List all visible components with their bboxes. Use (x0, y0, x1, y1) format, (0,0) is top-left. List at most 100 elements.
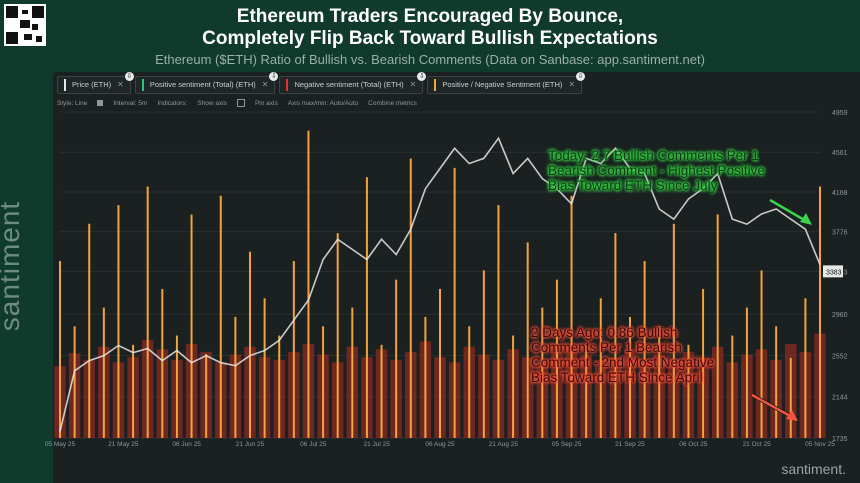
pin-axis-toggle[interactable]: Pin axis (254, 99, 278, 107)
ratio-bar (614, 233, 617, 438)
ratio-bar (789, 357, 792, 438)
current-price-badge (823, 265, 843, 278)
x-tick-label: 21 Aug 25 (489, 441, 519, 448)
legend-positive[interactable]: Positive sentiment (Total) (ETH) ✕ ⇩ (134, 72, 279, 94)
remove-icon[interactable]: ✕ (261, 80, 269, 89)
ratio-bar (249, 251, 251, 438)
chart-subtitle: Ethereum ($ETH) Ratio of Bullish vs. Bea… (155, 52, 705, 67)
ratio-bar (804, 298, 807, 438)
ratio-bar (234, 316, 237, 438)
download-icon[interactable]: ⇩ (124, 72, 134, 81)
ratio-bar (497, 205, 500, 438)
qr-code[interactable] (4, 4, 46, 46)
ratio-bar (512, 335, 515, 438)
remove-icon[interactable]: ✕ (117, 80, 124, 89)
x-tick-label: 21 Sep 25 (615, 441, 645, 448)
color-swatch-icon[interactable] (97, 100, 104, 106)
legend-negative[interactable]: Negative sentiment (Total) (ETH) ✕ ⇩ (279, 72, 427, 94)
ratio-bar (205, 354, 208, 438)
annotation-bullish-line: Today: 2.7 Bullish Comments Per 1 (548, 148, 759, 163)
download-icon[interactable]: ⇩ (417, 72, 427, 81)
annotation-bearish-line: Comments Per 1 Bearish (531, 340, 682, 355)
x-tick-label: 21 Jun 25 (236, 441, 265, 448)
x-tick-label: 06 Oct 25 (679, 441, 708, 448)
ratio-bar (453, 167, 456, 438)
ratio-bar (292, 261, 295, 438)
ratio-bar (687, 344, 690, 438)
ratio-bar (819, 186, 821, 438)
remove-icon[interactable]: ✕ (409, 80, 417, 89)
price-line (59, 136, 821, 432)
ratio-bar (175, 335, 178, 438)
style-select[interactable]: Style: Line (57, 99, 88, 107)
x-tick-label: 05 Sep 25 (552, 441, 582, 448)
price-tick-label: 4561 (832, 150, 848, 157)
ratio-bar (219, 195, 222, 438)
remove-icon[interactable]: ✕ (568, 80, 576, 89)
price-tick-label: 2552 (832, 353, 848, 360)
legend-label: Negative sentiment (Total) (ETH) (294, 80, 404, 89)
ratio-bar (629, 316, 631, 438)
ratio-bar (745, 307, 748, 438)
ratio-bar (716, 214, 719, 438)
ratio-bar (555, 279, 558, 438)
legend-color-price (64, 79, 66, 91)
ratio-bar (541, 307, 544, 438)
ratio-bar (307, 130, 310, 438)
combine-metrics-button[interactable]: Combine metrics (368, 99, 417, 107)
annotation-bearish: 2 Days Ago: 0.86 Bullish Comments Per 1 … (531, 325, 714, 385)
ratio-bar (760, 270, 763, 438)
legend-price[interactable]: Price (ETH) ✕ ⇩ (57, 72, 134, 94)
price-tick-label: 2960 (832, 312, 848, 319)
indicators-select[interactable]: Indicators: (157, 99, 188, 107)
ratio-bar (59, 261, 61, 438)
ratio-bar (146, 186, 149, 438)
x-tick-label: 05 Nov 25 (805, 441, 835, 448)
checkbox-icon[interactable] (236, 99, 245, 107)
legend-label: Price (ETH) (72, 80, 112, 89)
legend-ratio[interactable]: Positive / Negative Sentiment (ETH) ✕ ⇩ (427, 72, 586, 94)
price-tick-label: 1735 (832, 436, 848, 443)
bearish-arrowhead (786, 410, 798, 421)
legend-color-ratio (434, 79, 437, 91)
legend-color-positive (141, 79, 144, 91)
x-tick-label: 21 Oct 25 (743, 441, 772, 448)
annotation-bullish: Today: 2.7 Bullish Comments Per 1 Bearis… (548, 148, 765, 193)
ratio-bar (658, 326, 661, 438)
legend-row: Price (ETH) ✕ ⇩ Positive sentiment (Tota… (57, 72, 586, 94)
download-icon[interactable]: ⇩ (576, 72, 586, 81)
download-icon[interactable]: ⇩ (269, 72, 279, 81)
ratio-bar (395, 279, 398, 438)
ratio-bar (88, 223, 91, 438)
headline-line-1: Ethereum Traders Encouraged By Bounce, (236, 6, 624, 27)
x-tick-label: 21 May 25 (108, 441, 139, 448)
ratio-bar (190, 214, 193, 438)
chart-toolbar: Style: Line Interval: 5m Indicators: Sho… (57, 99, 417, 107)
ratio-bar (468, 326, 471, 438)
ratio-bar (775, 326, 778, 438)
ratio-bar (643, 261, 646, 438)
price-tick-label: 4959 (832, 110, 848, 117)
ratio-bar (73, 326, 76, 438)
ratio-bar (599, 298, 602, 438)
ratio-bar (482, 270, 485, 438)
annotation-bearish-line: Bias Toward ETH Since April (531, 370, 703, 385)
ratio-bar (570, 195, 573, 438)
x-tick-label: 05 May 25 (45, 441, 76, 448)
interval-select[interactable]: Interval: 5m (113, 99, 148, 107)
bullish-arrowhead (800, 213, 812, 225)
annotation-bullish-line: Bearish Comment - Highest Positive (548, 163, 765, 178)
ratio-bar (702, 288, 705, 438)
ratio-bar (322, 326, 325, 438)
show-axis-toggle[interactable]: Show axis (197, 99, 227, 107)
ratio-bar (380, 344, 383, 438)
x-tick-label: 06 Aug 25 (425, 441, 455, 448)
x-tick-label: 06 Jun 25 (172, 441, 201, 448)
annotation-bearish-line: Comment - 2nd Most Negative (531, 355, 715, 370)
ratio-bar (161, 288, 164, 438)
ratio-bar (672, 223, 675, 438)
ratio-bar (409, 158, 412, 439)
axis-minmax-select[interactable]: Axis max/min: Auto/Auto (287, 99, 359, 107)
ratio-bar (526, 242, 529, 438)
legend-label: Positive sentiment (Total) (ETH) (149, 80, 256, 89)
